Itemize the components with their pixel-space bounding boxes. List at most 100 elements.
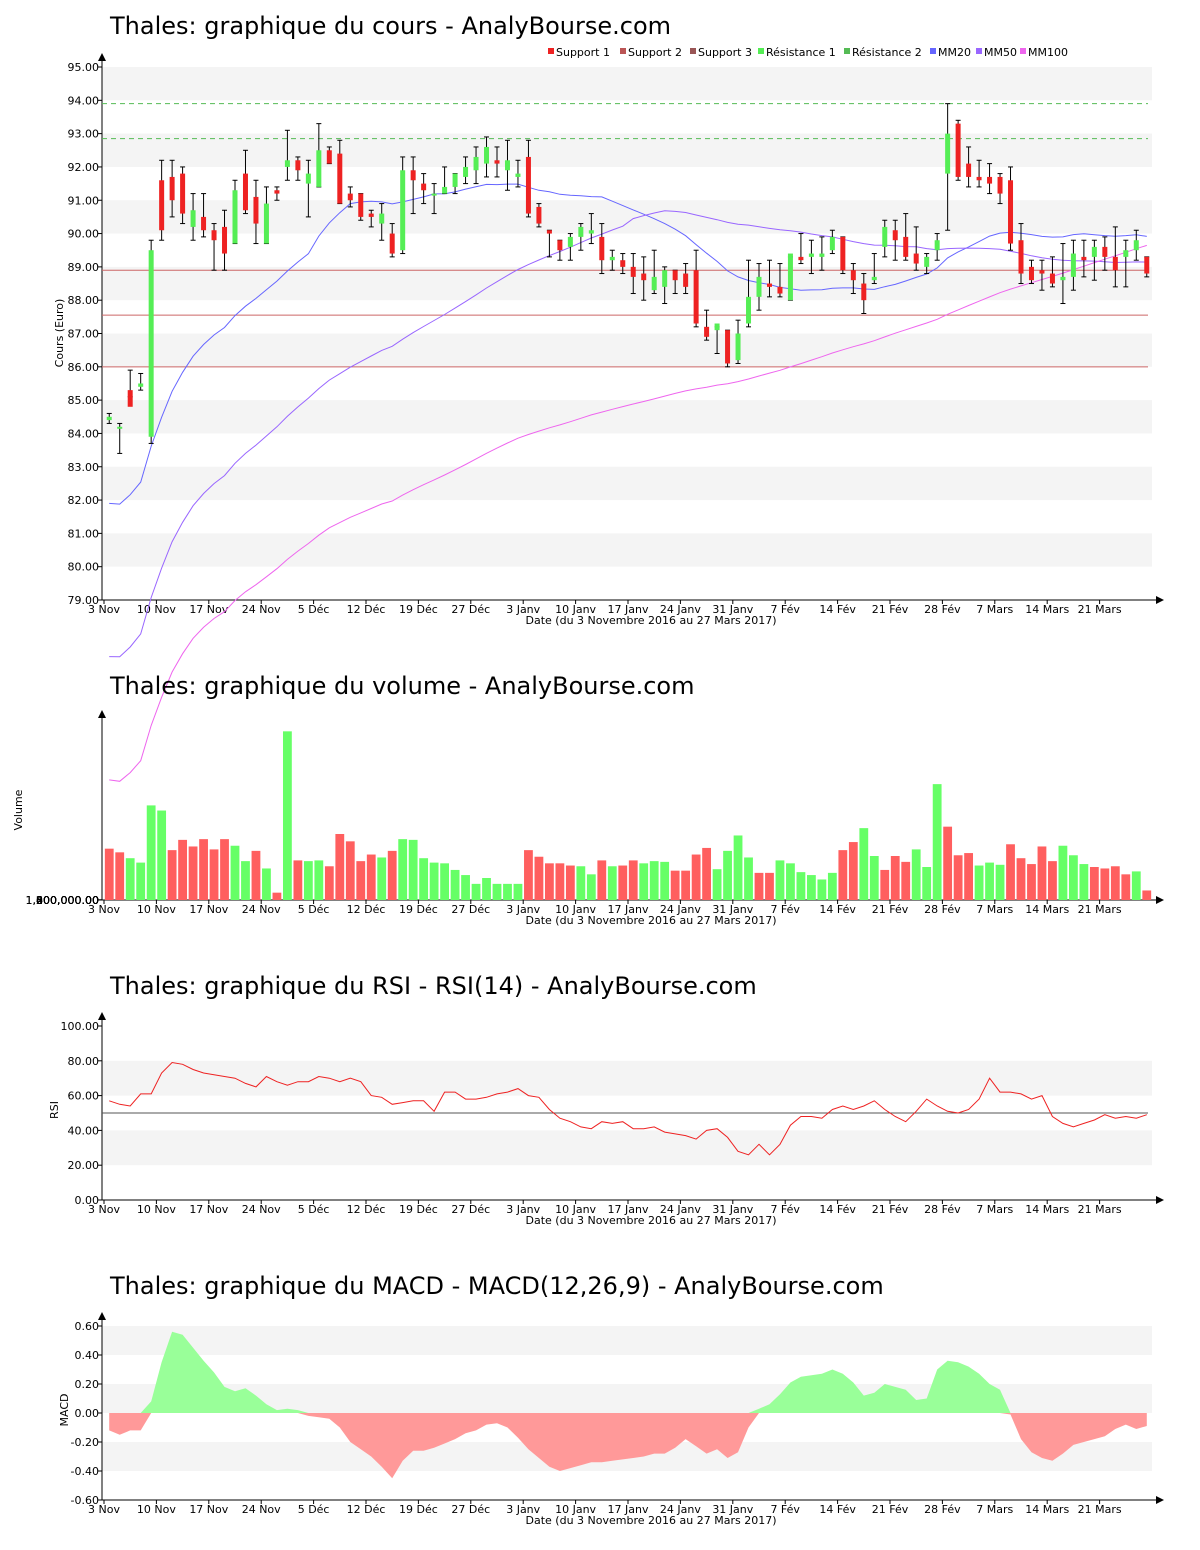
volume-bar [230, 845, 240, 900]
candle-body [777, 286, 783, 294]
volume-bar [356, 861, 366, 900]
x-tick-label: 10 Janv [555, 1503, 596, 1516]
volume-bar [1027, 864, 1036, 900]
candle-body [127, 390, 133, 407]
x-tick-label: 3 Janv [506, 1203, 540, 1216]
x-tick-label: 24 Janv [660, 1203, 701, 1216]
candle-body [599, 236, 605, 261]
x-tick-label: 5 Déc [298, 1503, 330, 1516]
x-axis-title: Date (du 3 Novembre 2016 au 27 Mars 2017… [526, 1214, 777, 1227]
candle-body [347, 193, 353, 201]
x-tick-label: 14 Mars [1025, 1503, 1069, 1516]
candle-body [442, 186, 448, 194]
candle-body [326, 150, 332, 164]
candle-body [368, 213, 374, 217]
volume-bar [660, 861, 670, 900]
y-tick-label: 800,000.00 [36, 894, 99, 907]
candle-body [525, 156, 531, 214]
y-tick-label: 1,000,000.00 [26, 894, 99, 907]
volume-bar [366, 854, 376, 900]
candle-body [358, 193, 364, 217]
candle-body [808, 253, 814, 257]
volume-bar [670, 870, 680, 900]
y-tick-label: 90.00 [68, 228, 100, 241]
volume-bar [534, 856, 544, 900]
candle-body [316, 150, 322, 187]
rsi-y-axis-title: RSI [48, 1101, 61, 1119]
y-tick-label: 600,000.00 [36, 894, 99, 907]
candle-body [473, 156, 479, 171]
volume-bar [450, 869, 460, 900]
volume-bar [345, 841, 355, 900]
x-tick-label: 5 Déc [298, 903, 330, 916]
volume-bar [775, 860, 785, 900]
volume-bar [628, 860, 638, 900]
legend-swatch [844, 48, 850, 54]
volume-bar [565, 865, 575, 900]
x-tick-label: 10 Janv [555, 1203, 596, 1216]
volume-bar [377, 857, 387, 900]
volume-bar [765, 872, 774, 900]
x-tick-label: 3 Nov [88, 603, 120, 616]
candle-body [683, 273, 689, 287]
candle-body [232, 190, 238, 244]
candle-body [1144, 256, 1150, 274]
legend-swatch [690, 48, 696, 54]
candle-body [400, 170, 406, 251]
candle-body [452, 173, 458, 187]
legend-label: Support 2 [628, 46, 682, 59]
candle-body [987, 176, 993, 184]
legend-swatch [758, 48, 764, 54]
candle-body [609, 256, 615, 261]
x-axis-arrow [1156, 1196, 1164, 1204]
volume-bar [461, 875, 470, 900]
x-tick-label: 19 Déc [399, 1203, 438, 1216]
volume-bar [1089, 867, 1099, 900]
macd-chart-title: Thales: graphique du MACD - MACD(12,26,9… [109, 1272, 884, 1300]
x-tick-label: 3 Janv [506, 603, 540, 616]
x-tick-label: 3 Janv [506, 903, 540, 916]
x-tick-label: 14 Fév [819, 1203, 856, 1216]
candle-body [871, 276, 877, 281]
candle-body [756, 276, 762, 297]
candle-body [1102, 246, 1108, 257]
volume-bar [157, 810, 167, 900]
x-tick-label: 31 Janv [712, 603, 753, 616]
y-axis-arrow [98, 1312, 106, 1320]
y-axis-arrow [98, 1012, 106, 1020]
x-tick-label: 7 Fév [770, 1203, 800, 1216]
y-tick-label: 80.00 [68, 561, 100, 574]
y-tick-label: 1,200,000.00 [26, 894, 99, 907]
x-tick-label: 17 Nov [189, 903, 228, 916]
candle-body [588, 230, 594, 234]
volume-bar [681, 870, 691, 900]
x-tick-label: 17 Janv [608, 1503, 649, 1516]
x-tick-label: 24 Nov [242, 1203, 281, 1216]
x-tick-label: 10 Nov [137, 1203, 176, 1216]
volume-bar [136, 862, 146, 900]
price-chart-title: Thales: graphique du cours - AnalyBourse… [109, 12, 671, 40]
candle-body [159, 180, 165, 231]
candle-body [494, 160, 500, 164]
volume-bar [115, 852, 125, 900]
candle-body [641, 273, 647, 281]
volume-bar [597, 860, 607, 900]
x-tick-label: 17 Janv [608, 1203, 649, 1216]
x-tick-label: 24 Nov [242, 1503, 281, 1516]
grid-band [102, 133, 1152, 167]
candle-body [882, 226, 888, 247]
legend-label: Résistance 1 [766, 46, 836, 59]
candle-body [913, 253, 919, 264]
candle-body [850, 270, 856, 281]
candle-body [746, 296, 752, 324]
volume-bar [167, 850, 177, 900]
x-tick-label: 14 Mars [1025, 603, 1069, 616]
volume-bar [1058, 845, 1068, 900]
candle-body [337, 153, 343, 204]
volume-bar [178, 839, 188, 900]
y-tick-label: 94.00 [68, 94, 100, 107]
x-tick-label: 24 Nov [242, 603, 281, 616]
x-tick-label: 24 Janv [660, 603, 701, 616]
y-tick-label: 0.40 [75, 1349, 100, 1362]
volume-bar [964, 853, 974, 900]
